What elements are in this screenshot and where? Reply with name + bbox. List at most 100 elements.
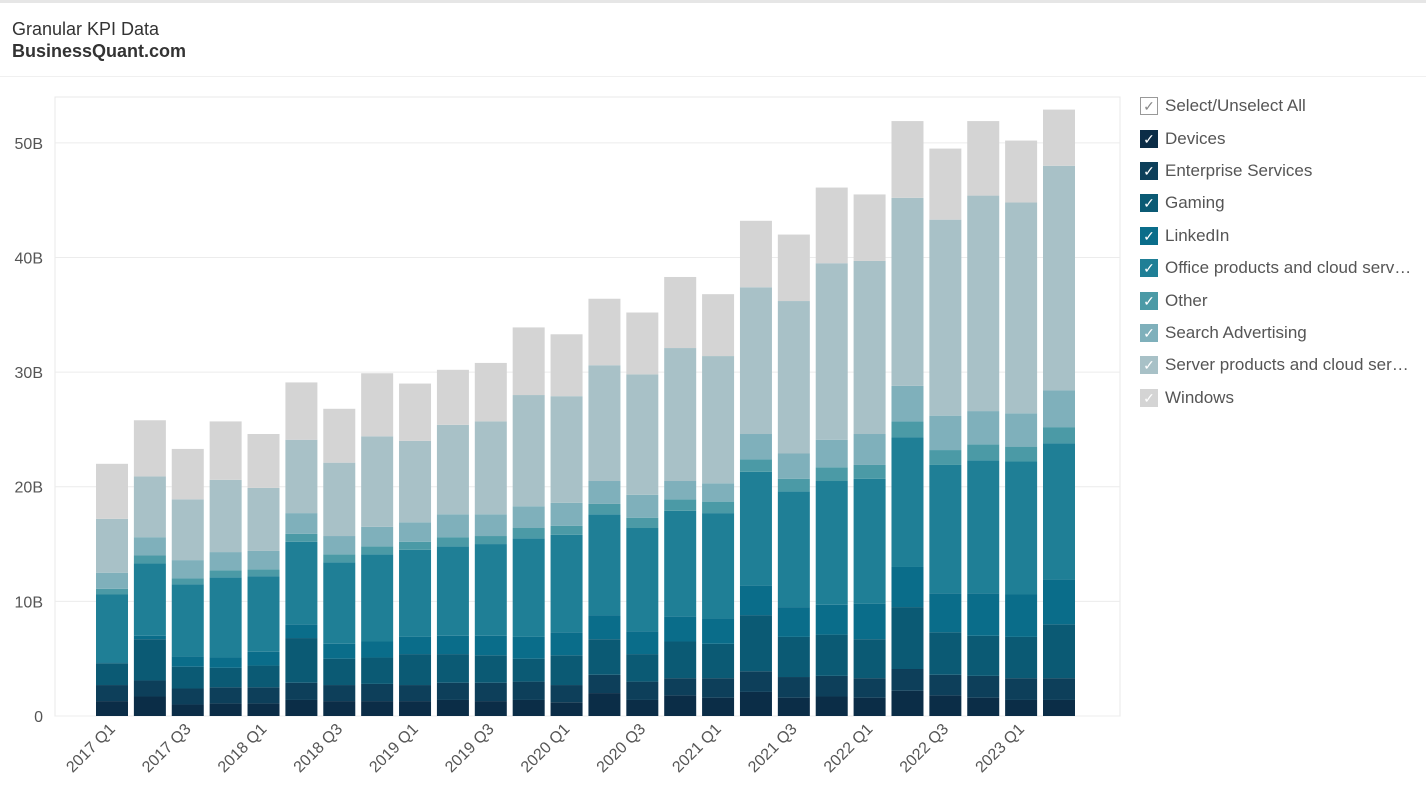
bar-segment [664, 695, 697, 716]
checkbox-icon[interactable]: ✓ [1140, 226, 1158, 245]
bar-segment [1043, 443, 1075, 580]
bar-segment [891, 385, 924, 422]
bar-segment [1005, 202, 1038, 414]
legend-item[interactable]: ✓ Enterprise Services [1140, 155, 1426, 187]
bar-segment [626, 528, 659, 632]
checkbox-icon[interactable]: ✓ [1140, 161, 1158, 180]
bar-segment [1043, 165, 1075, 391]
bar-segment [891, 669, 924, 691]
bar-segment [474, 701, 507, 716]
checkbox-icon[interactable]: ✓ [1140, 194, 1158, 213]
legend-item[interactable]: ✓ LinkedIn [1140, 220, 1426, 252]
bar-segment [550, 334, 583, 397]
bar-segment [323, 536, 356, 555]
checkbox-icon[interactable]: ✓ [1140, 323, 1158, 342]
y-tick-label: 20B [15, 480, 43, 497]
bar-segment [702, 501, 735, 514]
legend-item-label: Office products and cloud serv… [1165, 258, 1412, 278]
top-border [0, 0, 1426, 3]
checkbox-icon[interactable]: ✓ [1140, 291, 1158, 310]
bar-segment [853, 260, 886, 435]
bar-segment [171, 704, 204, 716]
bar-segment [702, 678, 735, 698]
bar-segment [247, 576, 280, 652]
checkbox-icon[interactable]: ✓ [1140, 97, 1158, 116]
bar-segment [815, 696, 848, 716]
bar-segment [133, 420, 166, 477]
checkbox-icon[interactable]: ✓ [1140, 259, 1158, 278]
legend-item[interactable]: ✓ Other [1140, 284, 1426, 316]
bar-segment [247, 651, 280, 666]
x-tick-label: 2017 Q1 [63, 721, 118, 776]
bar-segment [474, 514, 507, 537]
bar-segment [929, 593, 962, 633]
bar-segment [588, 615, 621, 640]
legend-select-all[interactable]: ✓ Select/Unselect All [1140, 90, 1426, 122]
bar-segment [96, 572, 128, 589]
bar-segment [550, 632, 583, 656]
bar-segment [1043, 678, 1075, 700]
legend-item[interactable]: ✓ Windows [1140, 382, 1426, 414]
bar-segment [967, 460, 1000, 594]
x-tick-label: 2021 Q3 [745, 721, 800, 776]
bar-segment [891, 197, 924, 386]
bar-segment [1043, 109, 1075, 166]
bar-segment [96, 463, 128, 519]
bar-segment [777, 234, 810, 302]
bar-segment [512, 636, 545, 659]
bar-segment [133, 696, 166, 716]
bar-segment [815, 187, 848, 264]
bar-segment [96, 685, 128, 702]
bar-segment [626, 312, 659, 375]
bar-segment [171, 499, 204, 561]
checkbox-icon[interactable]: ✓ [1140, 129, 1158, 148]
bar-segment [247, 703, 280, 716]
bar-segment [891, 566, 924, 608]
bar-segment [209, 479, 242, 553]
bar-segment [853, 678, 886, 698]
legend-item[interactable]: ✓ Gaming [1140, 187, 1426, 219]
bar-segment [967, 697, 1000, 716]
legend-item[interactable]: ✓ Search Advertising [1140, 317, 1426, 349]
bar-segment [285, 699, 318, 716]
bar-segment [777, 478, 810, 492]
stacked-bar-chart: 0 10B 20B 30B 40B 50B 2017 Q1 2017 Q3 2018 Q1 201… [15, 96, 1121, 776]
bar-segment [739, 691, 772, 716]
legend-item-label: Server products and cloud ser… [1165, 355, 1409, 375]
x-tick-label: 2019 Q1 [366, 721, 421, 776]
bar-segment [891, 121, 924, 198]
legend-item[interactable]: ✓ Server products and cloud ser… [1140, 349, 1426, 381]
bar-segment [399, 549, 432, 637]
bar-segment [739, 220, 772, 288]
bar-segment [929, 219, 962, 416]
checkbox-icon[interactable]: ✓ [1140, 356, 1158, 375]
bar-segment [664, 678, 697, 696]
bar-segment [474, 421, 507, 515]
bar-segment [285, 439, 318, 514]
bar-segment [512, 658, 545, 682]
bar-segment [588, 639, 621, 675]
legend-item[interactable]: ✓ Office products and cloud serv… [1140, 252, 1426, 284]
bar-segment [967, 121, 1000, 196]
bar-segment [853, 639, 886, 679]
x-tick-label: 2018 Q1 [215, 721, 270, 776]
bar-segment [474, 655, 507, 683]
bar-segment [285, 541, 318, 625]
x-tick-label: 2022 Q1 [821, 721, 876, 776]
bar-segment [133, 639, 166, 681]
bar-segment [436, 537, 469, 547]
checkbox-icon[interactable]: ✓ [1140, 388, 1158, 407]
bar-segment [247, 665, 280, 688]
bar-segment [550, 502, 583, 526]
legend-item-label: Gaming [1165, 193, 1225, 213]
legend-item[interactable]: ✓ Devices [1140, 122, 1426, 154]
bar-segment [361, 436, 394, 527]
bar-segment [588, 693, 621, 716]
bar-segment [853, 478, 886, 604]
bar-segment [1005, 678, 1038, 700]
bar-segment [133, 476, 166, 538]
bar-segment [171, 688, 204, 705]
bar-segment [1043, 579, 1075, 625]
bar-segment [436, 699, 469, 716]
bar-segment [323, 658, 356, 686]
